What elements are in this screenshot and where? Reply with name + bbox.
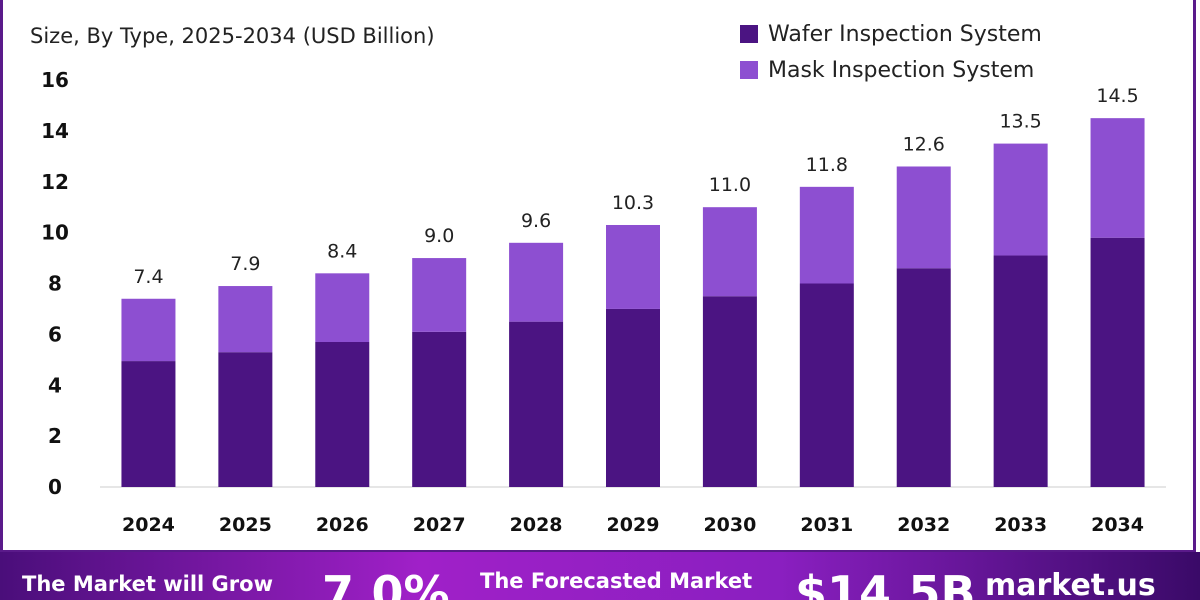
bar-mask — [121, 298, 176, 362]
total-data-label: 8.4 — [327, 240, 357, 262]
legend-swatch — [740, 25, 758, 43]
legend-label: Mask Inspection System — [768, 57, 1035, 83]
x-tick-label: 2026 — [316, 514, 369, 536]
legend-label: Wafer Inspection System — [768, 21, 1042, 47]
bar-wafer — [606, 308, 660, 487]
y-tick-label: 10 — [41, 221, 69, 245]
total-data-label: 11.0 — [709, 174, 751, 196]
chart-frame — [0, 0, 1196, 552]
x-tick-label: 2033 — [994, 514, 1047, 536]
bar-wafer — [1090, 237, 1145, 487]
bar-mask — [896, 166, 951, 269]
bar-wafer — [315, 342, 370, 487]
legend-swatch — [740, 61, 758, 79]
brand-logo: market.us — [985, 568, 1156, 600]
bar-wafer — [509, 321, 564, 487]
legend: Wafer Inspection System Mask Inspection … — [740, 16, 1042, 88]
total-data-label: 11.8 — [806, 154, 848, 176]
y-tick-label: 6 — [48, 322, 62, 346]
x-tick-label: 2027 — [413, 514, 466, 536]
bar-wafer — [121, 361, 176, 487]
forecast-label: The Forecasted Market — [480, 569, 753, 593]
bar-wafer — [993, 255, 1048, 487]
total-data-label: 13.5 — [999, 111, 1041, 133]
cagr-value: 7.0% — [322, 566, 450, 600]
bar-mask — [315, 273, 370, 343]
y-tick-label: 8 — [48, 272, 62, 296]
bar-mask — [1090, 118, 1145, 238]
total-data-label: 9.6 — [521, 210, 551, 232]
bar-wafer — [799, 283, 854, 487]
grow-label: The Market will Grow — [22, 572, 273, 596]
y-tick-label: 16 — [41, 68, 69, 92]
bar-mask — [412, 258, 467, 332]
bar-mask — [606, 224, 660, 309]
y-tick-label: 0 — [48, 475, 62, 499]
x-tick-label: 2034 — [1091, 514, 1144, 536]
chart-plot: 0 2 4 6 8 10 12 14 16 7.4 2024 7.9 2025 8.4 2026 9.0 202… — [41, 68, 1166, 536]
summary-banner: The Market will Grow 7.0% The Forecasted… — [0, 552, 1200, 600]
x-tick-label: 2029 — [607, 514, 660, 536]
x-tick-label: 2030 — [703, 514, 756, 536]
legend-item-mask: Mask Inspection System — [740, 52, 1042, 88]
total-data-label: 7.4 — [133, 266, 163, 288]
y-tick-label: 2 — [48, 424, 62, 448]
bar-wafer — [896, 268, 951, 487]
bar-mask — [509, 242, 564, 322]
x-tick-label: 2024 — [122, 514, 175, 536]
bar-wafer — [702, 296, 757, 487]
total-data-label: 9.0 — [424, 225, 454, 247]
bar-mask — [218, 286, 273, 353]
bar-wafer — [218, 352, 273, 487]
total-data-label: 14.5 — [1096, 85, 1138, 107]
bar-wafer — [412, 331, 467, 487]
chart-subtitle: Size, By Type, 2025-2034 (USD Billion) — [30, 24, 435, 48]
total-data-label: 7.9 — [230, 253, 260, 275]
bar-mask — [993, 143, 1048, 256]
x-tick-label: 2032 — [897, 514, 950, 536]
bar-mask — [799, 186, 854, 284]
x-tick-label: 2028 — [510, 514, 563, 536]
total-data-label: 12.6 — [903, 133, 945, 155]
y-tick-label: 4 — [48, 373, 62, 397]
legend-item-wafer: Wafer Inspection System — [740, 16, 1042, 52]
y-tick-label: 14 — [41, 119, 69, 143]
y-tick-label: 12 — [41, 170, 69, 194]
x-tick-label: 2025 — [219, 514, 272, 536]
forecast-value: $14.5B — [795, 566, 976, 600]
x-tick-label: 2031 — [800, 514, 853, 536]
total-data-label: 10.3 — [612, 192, 654, 214]
bar-mask — [702, 207, 757, 297]
